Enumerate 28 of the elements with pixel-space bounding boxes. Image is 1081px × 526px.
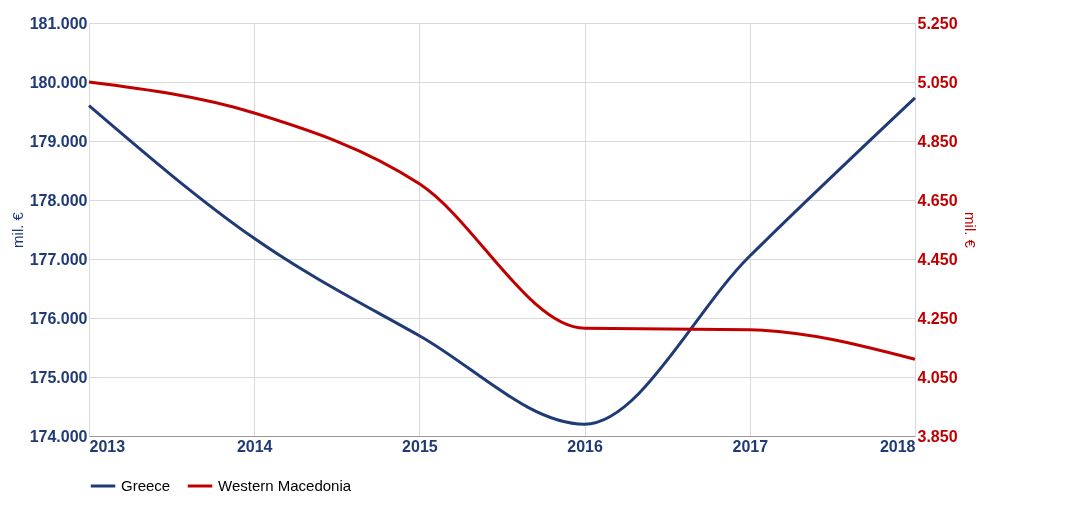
y2-tick-label: 3.850 [917,427,958,445]
y-tick-label: 176.000 [29,309,88,327]
y2-tick-label: 4.650 [917,191,958,209]
x-tick-label: 2013 [89,437,126,455]
y-tick-label: 175.000 [29,368,88,386]
y-tick-label: 177.000 [29,250,88,268]
y2-tick-label: 4.250 [917,309,958,327]
y2-tick-label: 5.250 [917,14,958,32]
x-tick-label: 2016 [567,437,603,455]
y2-tick-label: 4.450 [917,250,958,268]
y-tick-label: 181.000 [29,14,88,32]
legend-label: Greece [121,477,171,494]
y-tick-label: 174.000 [29,427,88,445]
y2-axis-title: mil. € [961,212,979,249]
x-tick-label: 2015 [402,437,438,455]
y-axis-title: mil. € [8,211,26,248]
x-tick-label: 2014 [236,437,273,455]
y-tick-label: 179.000 [29,132,88,150]
y2-tick-label: 4.850 [917,132,958,150]
x-tick-label: 2017 [732,437,769,455]
y-tick-label: 180.000 [29,73,88,91]
y2-tick-label: 5.050 [917,73,958,91]
y2-tick-label: 4.050 [917,368,958,386]
line-series [87,96,917,426]
x-tick-label: 2018 [879,437,916,455]
line-series [87,80,917,361]
y-tick-label: 178.000 [29,191,88,209]
legend-label: Western Macedonia [218,477,352,494]
